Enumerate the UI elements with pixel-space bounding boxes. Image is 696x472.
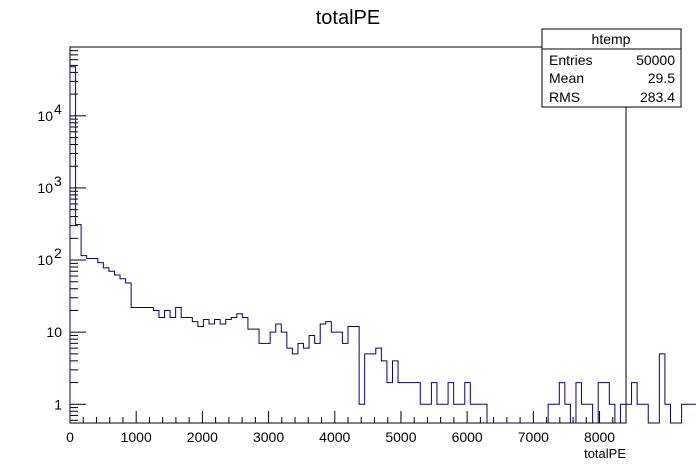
stats-value-mean: 29.5 — [648, 70, 675, 86]
y-tick-label: 10 — [37, 252, 53, 268]
stats-box-frame — [541, 28, 682, 108]
x-tick-label: 2000 — [187, 429, 218, 445]
x-tick-label: 6000 — [452, 429, 483, 445]
stats-value-rms: 283.4 — [640, 89, 675, 105]
plot-frame — [69, 46, 627, 424]
y-tick-exponent: 4 — [54, 101, 62, 117]
x-tick-label: 4000 — [319, 429, 350, 445]
chart-title: totalPE — [316, 7, 380, 29]
stats-box-name: htemp — [592, 31, 631, 47]
y-tick-exponent: 3 — [54, 173, 62, 189]
x-tick-label: 1000 — [121, 429, 152, 445]
y-tick-exponent: 2 — [54, 245, 62, 261]
x-axis-label: totalPE — [584, 446, 626, 461]
y-tick-label: 10 — [37, 180, 53, 196]
y-tick-label: 1 — [54, 396, 62, 412]
histogram-line — [69, 66, 696, 424]
stats-label-entries: Entries — [549, 52, 593, 68]
stats-label-rms: RMS — [549, 89, 580, 105]
x-axis: 0 1000 2000 3000 4000 5000 6000 7000 8000 — [66, 411, 627, 445]
x-tick-label: 3000 — [253, 429, 284, 445]
x-tick-label: 7000 — [518, 429, 549, 445]
stats-label-mean: Mean — [549, 70, 584, 86]
y-tick-label: 10 — [37, 108, 53, 124]
stats-value-entries: 50000 — [636, 52, 675, 68]
stats-box: htemp Entries 50000 Mean 29.5 RMS 283.4 — [541, 28, 682, 108]
x-tick-label: 5000 — [385, 429, 416, 445]
x-tick-label: 0 — [66, 429, 74, 445]
y-tick-label: 10 — [46, 324, 62, 340]
x-tick-label: 8000 — [584, 429, 615, 445]
